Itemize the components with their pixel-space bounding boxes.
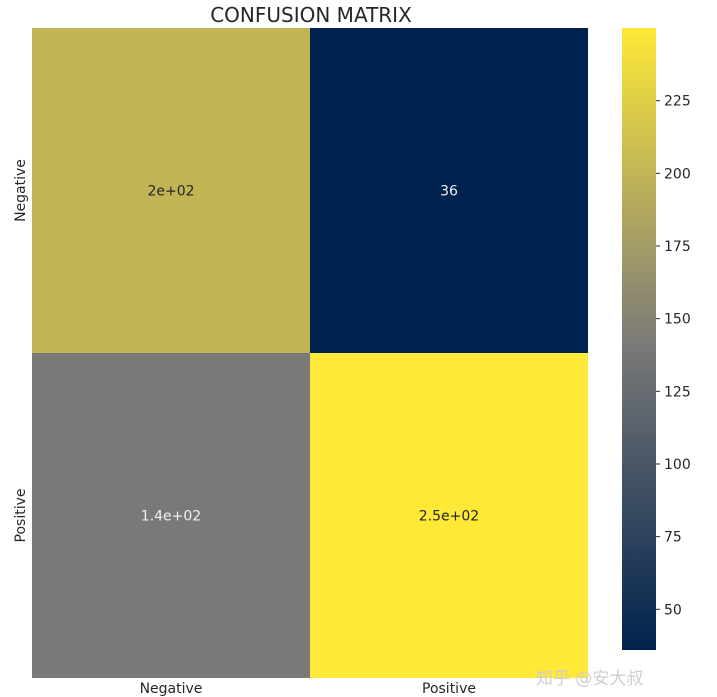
- y-tick-label-positive: Positive: [13, 489, 29, 543]
- colorbar-tick-label-225: 225: [664, 94, 691, 110]
- colorbar-gradient: [622, 28, 656, 650]
- watermark-text: 知乎 @安大叔: [536, 669, 644, 689]
- chart-title: CONFUSION MATRIX: [210, 3, 412, 27]
- cell-annotation-1-1: 2.5e+02: [419, 509, 479, 525]
- colorbar-tick-label-125: 125: [664, 384, 691, 400]
- x-tick-label-negative: Negative: [140, 681, 203, 697]
- colorbar: 50 75 100 125 150 175 200 225: [622, 28, 691, 650]
- y-tick-labels: Negative Positive: [13, 159, 29, 542]
- y-tick-label-negative: Negative: [13, 159, 29, 222]
- x-tick-labels: Negative Positive: [140, 681, 476, 697]
- colorbar-tick-label-75: 75: [664, 530, 682, 546]
- heatmap-annotations: 2e+02 36 1.4e+02 2.5e+02: [141, 184, 479, 525]
- heatmap-cell-1-0: [32, 353, 310, 678]
- heatmap-cells: [32, 28, 588, 678]
- colorbar-tick-label-175: 175: [664, 239, 691, 255]
- x-tick-label-positive: Positive: [422, 681, 476, 697]
- cell-annotation-1-0: 1.4e+02: [141, 509, 201, 525]
- heatmap-cell-0-0: [32, 28, 310, 353]
- heatmap-cell-0-1: [310, 28, 588, 353]
- colorbar-tick-label-100: 100: [664, 457, 691, 473]
- colorbar-tick-label-150: 150: [664, 312, 691, 328]
- cell-annotation-0-0: 2e+02: [147, 184, 194, 200]
- colorbar-tick-label-200: 200: [664, 166, 691, 182]
- colorbar-tick-label-50: 50: [664, 602, 682, 618]
- heatmap-cell-1-1: [310, 353, 588, 678]
- cell-annotation-0-1: 36: [440, 184, 458, 200]
